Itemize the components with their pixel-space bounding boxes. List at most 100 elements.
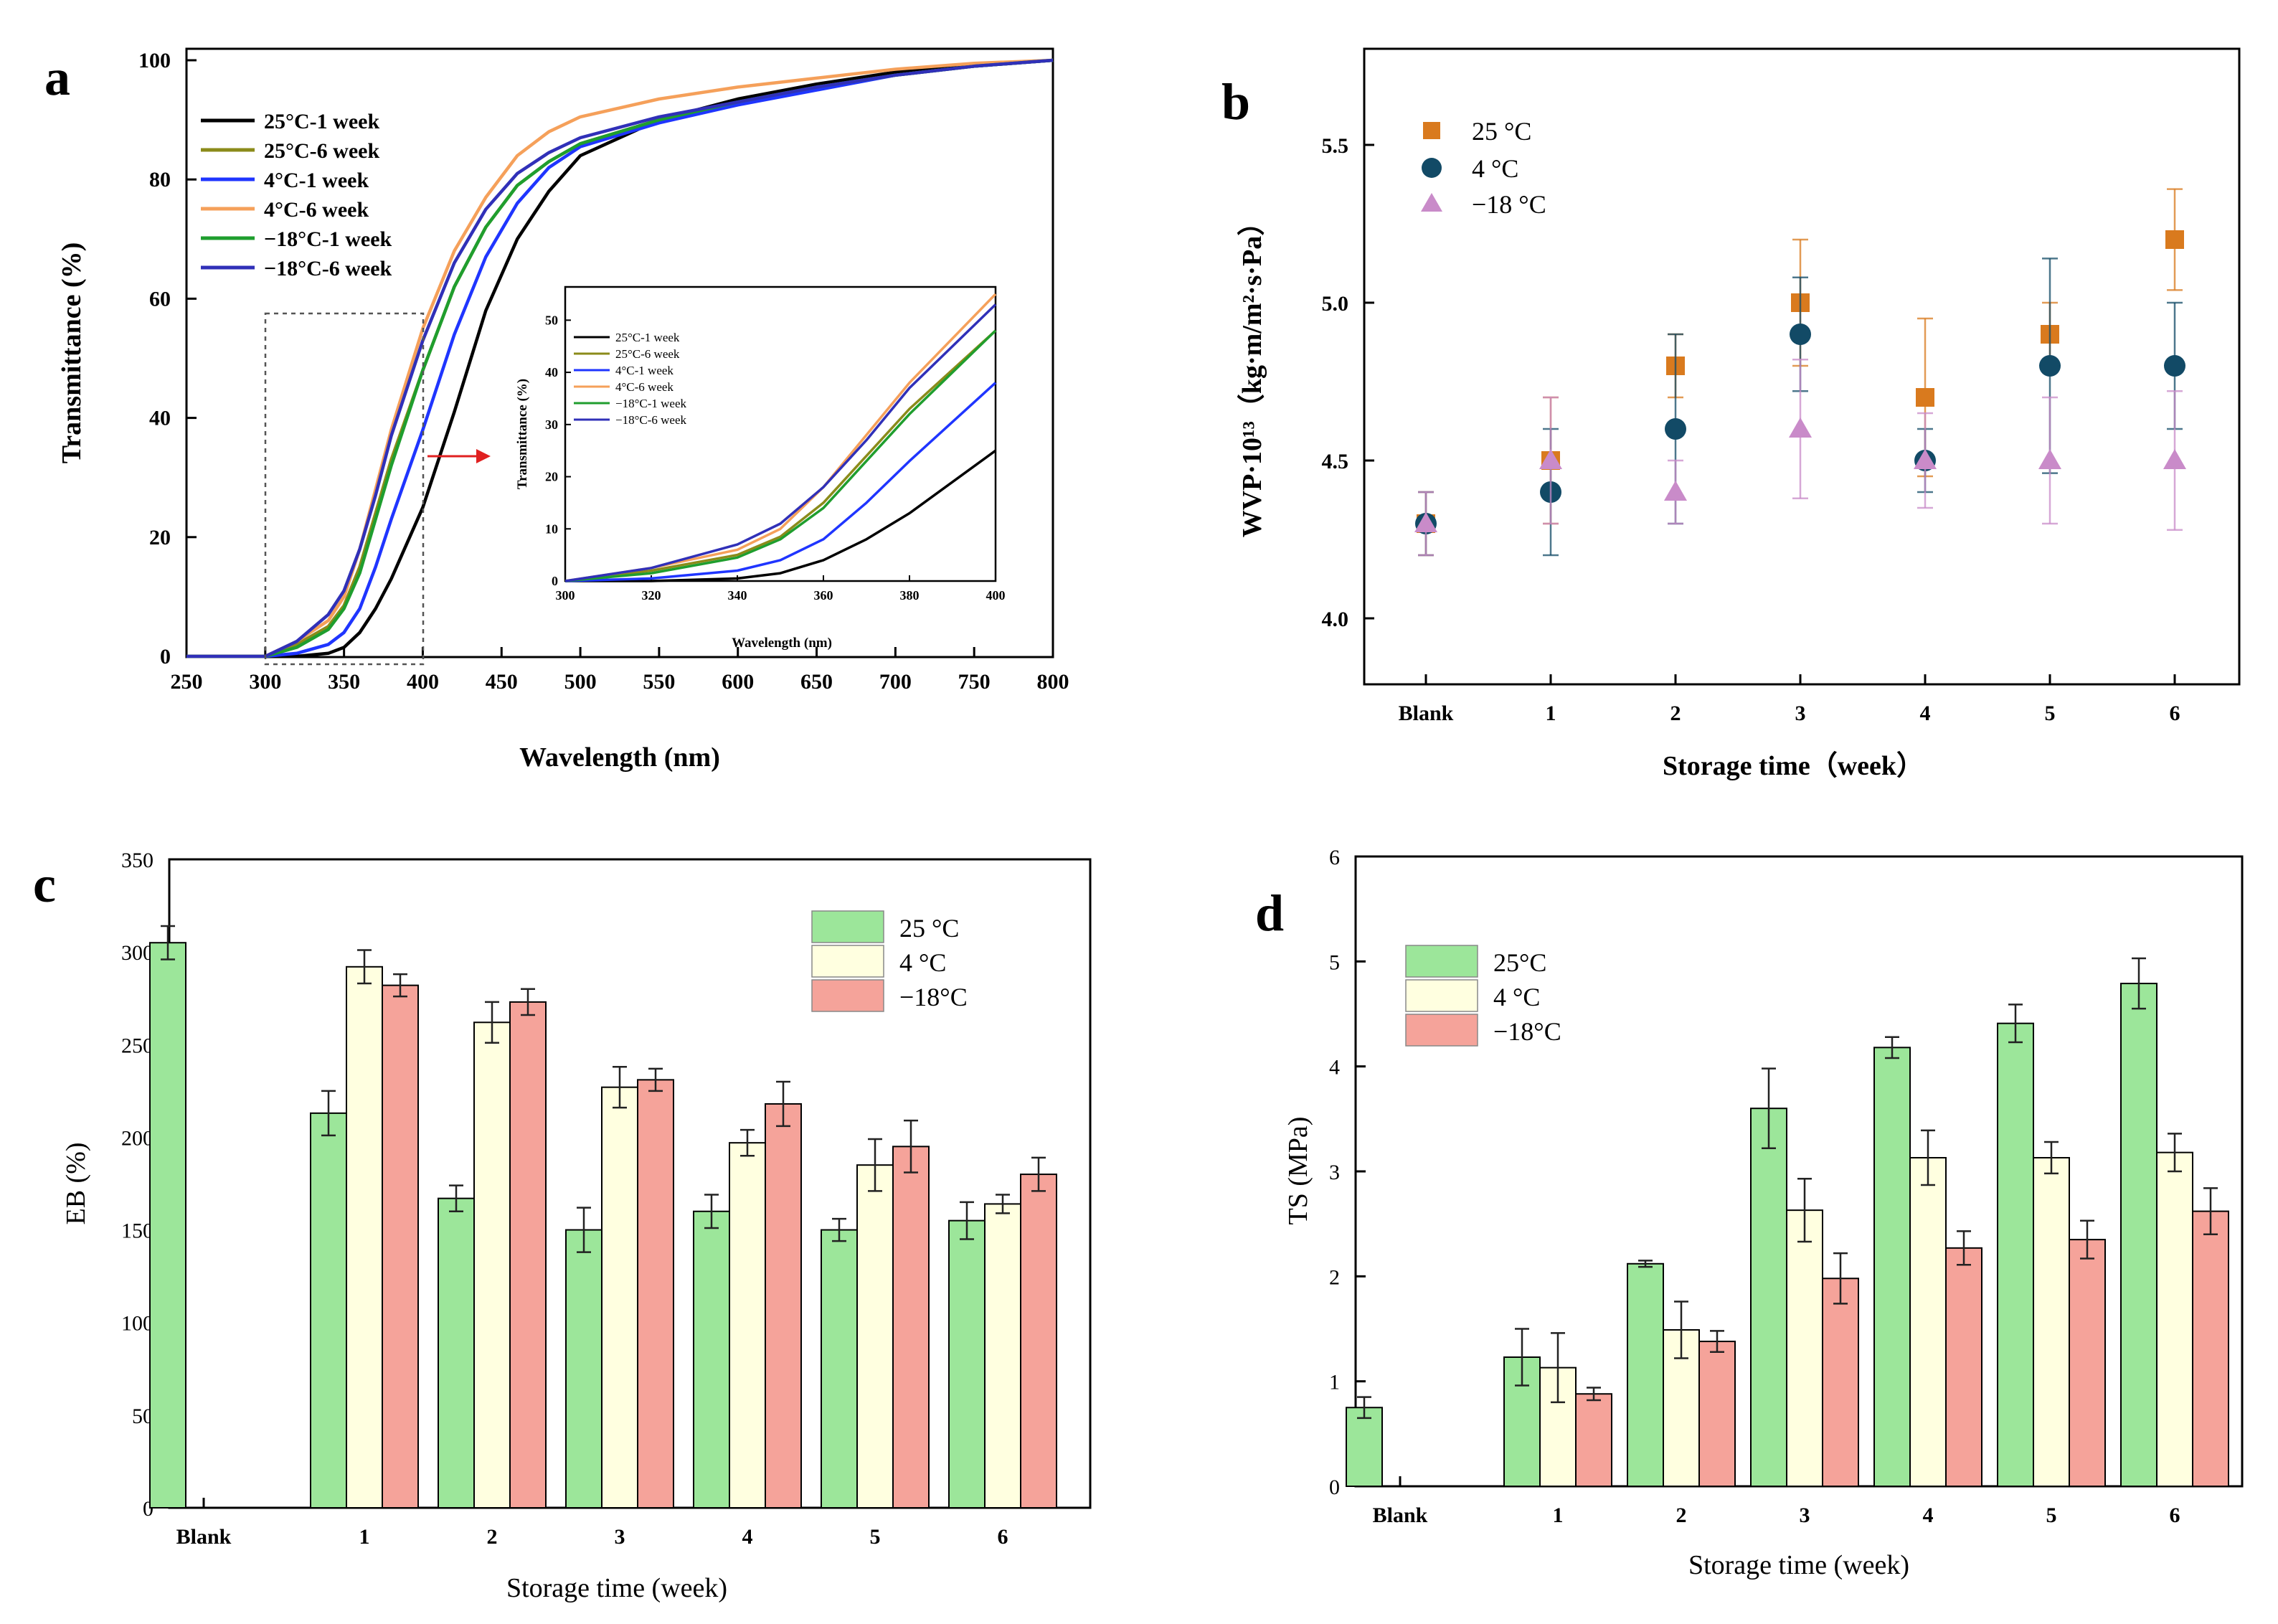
x-tick-label-b: 5 [2045, 702, 2056, 725]
data-point-b-m18c [1414, 512, 1437, 532]
y-tick-label-d: 1 [1329, 1371, 1340, 1394]
legend-label-b-1: 4 °C [1472, 154, 1518, 183]
inset-frame [564, 285, 997, 582]
zoom-arrow [427, 449, 491, 463]
panel-a-line-chart: 250 300 350 400 450 500 550 600 650 700 750 8000204… [57, 47, 1069, 773]
inset-y-axis-title: Transmittance (%) [515, 379, 530, 489]
x-tick-label-c: 1 [359, 1525, 370, 1549]
y-tick-label-b: 4.0 [1322, 608, 1349, 631]
bar-d-0 [1627, 1262, 1664, 1487]
x-tick-label-a: 400 [407, 670, 439, 694]
inset-legend-label-5: −18°C-6 week [615, 413, 687, 427]
y-tick-label-d: 5 [1329, 950, 1340, 974]
bar-c-2 [765, 1103, 802, 1509]
legend-swatch-c-2 [811, 979, 884, 1012]
y-tick-label-b: 4.5 [1322, 450, 1349, 473]
y-tick-label-a: 40 [149, 407, 171, 430]
bar-d-0 [1997, 1022, 2034, 1488]
x-tick-label-a: 550 [643, 670, 675, 694]
x-axis-title-a: Wavelength (nm) [519, 742, 720, 773]
x-tick-label-c: Blank [176, 1525, 232, 1549]
bar-d-0 [1873, 1047, 1911, 1487]
y-tick-label-c: 250 [121, 1034, 153, 1057]
x-tick-label-b: Blank [1399, 702, 1454, 725]
panel-d-bar-chart: 0 1 2 3 4 5 6 Blank 1 2 3 4 5 6 25°C 4 °C −18°C Storage… [1283, 846, 2244, 1580]
y-tick-label-a: 80 [149, 168, 171, 192]
inset-x-tick-label: 320 [642, 588, 661, 603]
bar-c-0 [821, 1229, 858, 1509]
y-axis-title-c: EB (%) [61, 1142, 91, 1224]
x-tick-label-b: 3 [1795, 702, 1806, 725]
x-tick-label-a: 450 [486, 670, 518, 694]
y-tick-label-d: 6 [1329, 846, 1340, 869]
legend-swatch-d-2 [1405, 1014, 1478, 1047]
bar-d-0 [1346, 1407, 1383, 1487]
x-tick-label-c: 5 [870, 1525, 881, 1549]
legend-swatch-c-0 [811, 910, 884, 943]
x-tick-label-d: 6 [2170, 1503, 2180, 1527]
plot-frame-b [1363, 47, 2241, 686]
bar-d-2 [1945, 1247, 1982, 1488]
inset-legend-label-3: 4°C-6 week [615, 380, 674, 394]
legend-marker-b-2 [1421, 193, 1442, 212]
data-point-b-4c [1790, 324, 1811, 345]
legend-label-b-0: 25 °C [1472, 117, 1531, 146]
bar-c-0 [438, 1197, 475, 1509]
y-tick-label-a: 100 [138, 49, 171, 72]
series-line-a-5 [186, 58, 1054, 658]
bar-c-2 [1020, 1174, 1057, 1509]
data-point-b-4c [2039, 355, 2061, 377]
inset-legend-label-4: −18°C-1 week [615, 397, 687, 410]
x-tick-label-b: 2 [1670, 702, 1681, 725]
x-tick-label-a: 800 [1037, 670, 1069, 694]
bar-d-1 [2156, 1151, 2193, 1488]
y-tick-label-d: 0 [1329, 1476, 1340, 1499]
legend-label-b-2: −18 °C [1472, 190, 1546, 219]
data-point-b-25c [1916, 388, 1934, 407]
bar-c-2 [382, 984, 419, 1509]
data-point-b-m18c [2163, 449, 2186, 469]
x-tick-label-a: 600 [722, 670, 754, 694]
legend-label-d-1: 4 °C [1493, 983, 1540, 1011]
x-tick-label-c: 4 [742, 1525, 753, 1549]
legend-label-d-2: −18°C [1493, 1017, 1561, 1046]
zoom-region-box [264, 312, 425, 666]
bar-c-0 [310, 1112, 347, 1509]
bar-d-0 [2120, 983, 2158, 1487]
inset-x-tick-label: 340 [728, 588, 747, 603]
x-axis-title-b: Storage time（week） [1663, 751, 1924, 781]
x-tick-label-a: 700 [879, 670, 912, 694]
legend-swatch-c-1 [811, 945, 884, 978]
panel-letter-c: c [33, 856, 56, 913]
data-point-b-25c [2165, 230, 2184, 249]
legend-marker-b-0 [1423, 122, 1440, 139]
legend-swatch-d-0 [1405, 945, 1478, 978]
inset-y-tick-label: 40 [545, 365, 558, 379]
inset-legend-label-2: 4°C-1 week [615, 364, 674, 377]
data-point-b-4c [2164, 355, 2185, 377]
bar-c-2 [509, 1001, 547, 1509]
legend-swatch-d-1 [1405, 979, 1478, 1012]
bar-c-1 [729, 1142, 766, 1509]
y-tick-label-c: 200 [121, 1126, 153, 1150]
inset-legend-label-0: 25°C-1 week [615, 331, 680, 344]
bar-d-2 [2192, 1210, 2229, 1488]
bar-c-2 [892, 1146, 930, 1509]
legend-label-c-0: 25 °C [899, 914, 959, 943]
inset-series-line-0 [565, 449, 997, 582]
y-tick-label-b: 5.0 [1322, 292, 1349, 316]
bar-d-0 [1750, 1108, 1787, 1487]
y-tick-label-a: 0 [160, 645, 171, 669]
bar-d-1 [1909, 1156, 1947, 1488]
data-point-b-m18c [1914, 449, 1937, 469]
x-tick-label-a: 500 [564, 670, 597, 694]
panel-letter-a: a [44, 49, 70, 106]
x-tick-label-a: 650 [800, 670, 833, 694]
data-point-b-m18c [1664, 481, 1687, 501]
y-tick-label-d: 2 [1329, 1265, 1340, 1289]
plot-frame-a [185, 47, 1054, 658]
x-tick-label-a: 750 [958, 670, 991, 694]
x-tick-label-c: 3 [615, 1525, 625, 1549]
